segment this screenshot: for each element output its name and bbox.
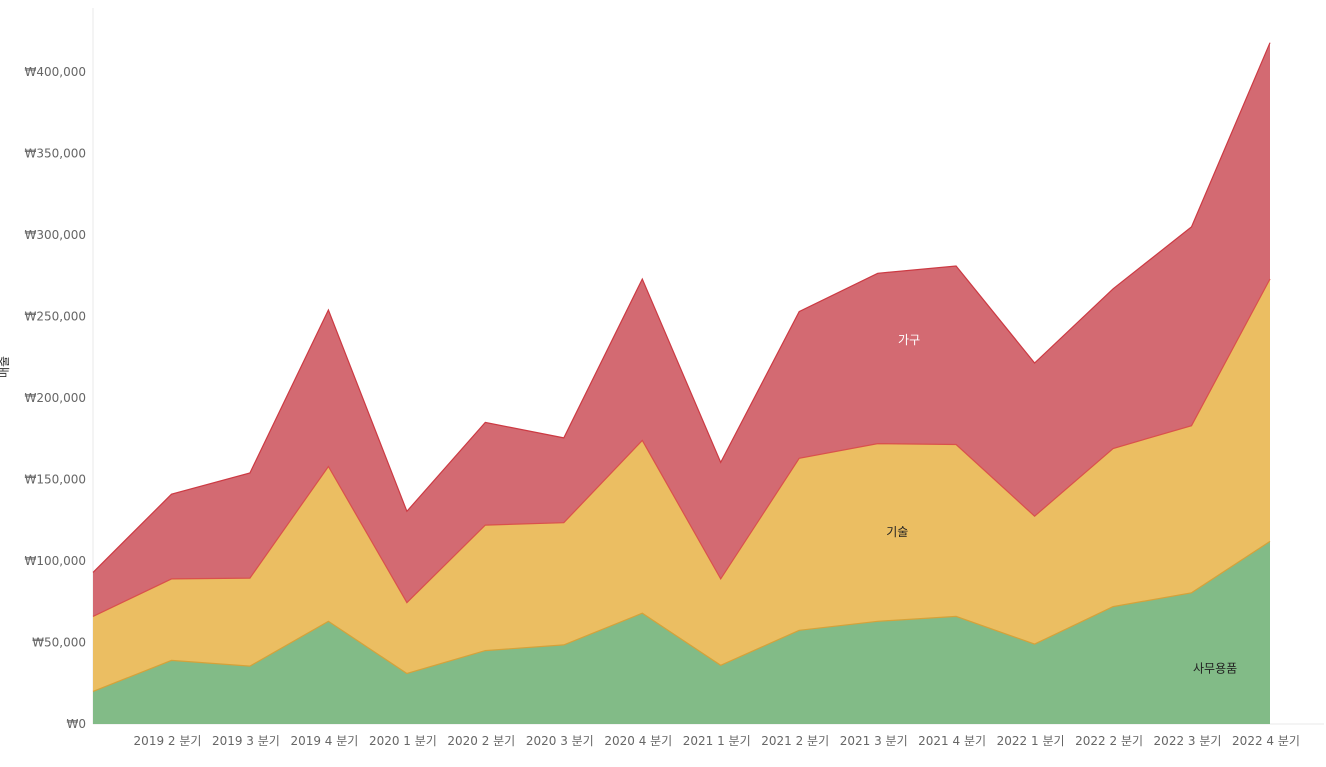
area-기술[interactable] [93, 279, 1270, 692]
x-tick-label: 2020 2 분기 [447, 734, 515, 748]
y-tick-label: ₩400,000 [25, 65, 87, 79]
x-tick-label: 2020 4 분기 [604, 734, 672, 748]
area-가구[interactable] [93, 42, 1270, 617]
area-edge-사무용품 [92, 540, 1271, 692]
series-label: 사무용품 [1193, 661, 1237, 675]
y-tick-label: ₩250,000 [25, 310, 87, 324]
x-tick-label: 2019 4 분기 [290, 734, 358, 748]
area-edge-가구 [92, 42, 1271, 573]
x-tick-label: 2022 3 분기 [1154, 734, 1222, 748]
x-tick-label: 2021 3 분기 [840, 734, 908, 748]
y-axis-ticks: ₩0 ₩50,000 ₩100,000 ₩150,000 ₩200,000 ₩250,00… [25, 65, 87, 731]
y-tick-label: ₩350,000 [25, 147, 87, 161]
y-tick-label: ₩100,000 [25, 554, 87, 568]
x-axis-ticks: 2019 2 분기 2019 3 분기 2019 4 분기 2020 1 분기 2020… [134, 734, 1300, 748]
x-tick-label: 2019 3 분기 [212, 734, 280, 748]
x-tick-label: 2022 1 분기 [997, 734, 1065, 748]
x-tick-label: 2020 3 분기 [526, 734, 594, 748]
y-axis-title: 매출 [0, 356, 11, 378]
x-tick-label: 2021 1 분기 [683, 734, 751, 748]
x-tick-label: 2022 2 분기 [1075, 734, 1143, 748]
series-label: 기술 [886, 525, 908, 539]
y-tick-label: ₩150,000 [25, 473, 87, 487]
area-edge-기술 [92, 278, 1271, 617]
y-tick-label: ₩0 [67, 717, 87, 731]
area-series-group [92, 42, 1271, 724]
area-사무용품[interactable] [93, 541, 1270, 724]
y-tick-label: ₩300,000 [25, 228, 87, 242]
series-labels: 사무용품 기술 가구 [886, 333, 1237, 676]
x-tick-label: 2020 1 분기 [369, 734, 437, 748]
series-label: 가구 [898, 333, 920, 347]
x-tick-label: 2019 2 분기 [134, 734, 202, 748]
x-tick-label: 2021 4 분기 [918, 734, 986, 748]
x-tick-label: 2021 2 분기 [761, 734, 829, 748]
y-tick-label: ₩50,000 [32, 636, 86, 650]
y-tick-label: ₩200,000 [25, 391, 87, 405]
x-tick-label: 2022 4 분기 [1232, 734, 1300, 748]
